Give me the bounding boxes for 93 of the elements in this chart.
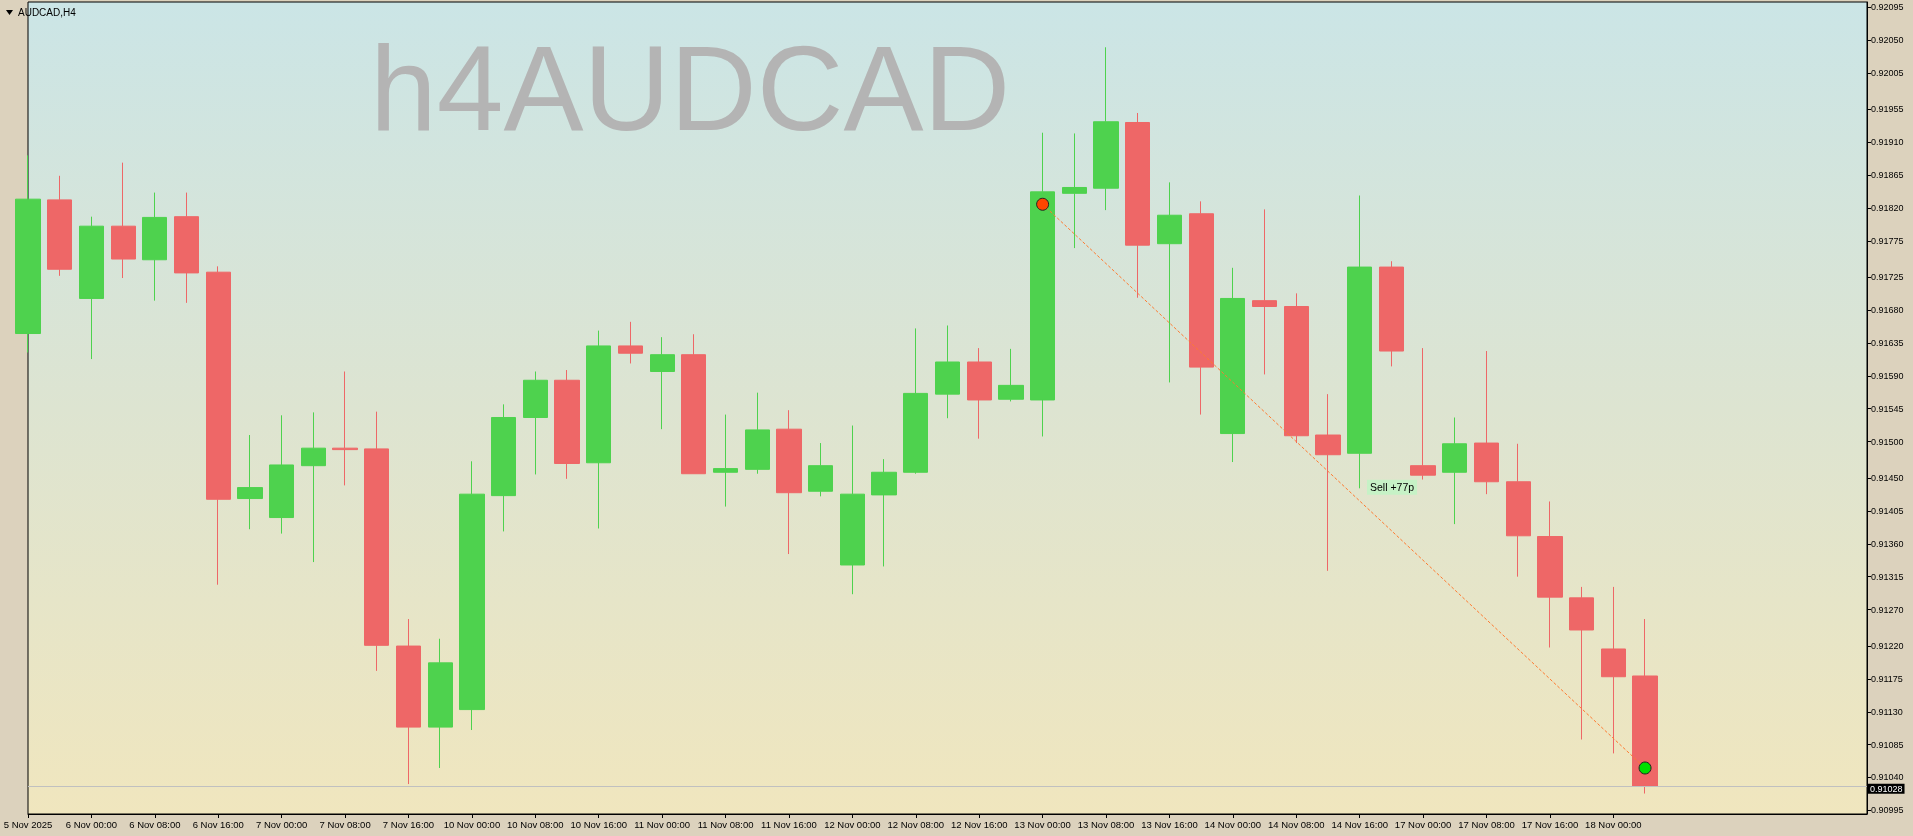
y-tick-label: 0.91130 <box>1871 706 1903 717</box>
x-tick-label: 14 Nov 08:00 <box>1268 818 1325 830</box>
y-tick-label: 0.91085 <box>1871 739 1904 750</box>
y-tick-label: 0.91175 <box>1871 673 1903 684</box>
x-tick-label: 13 Nov 00:00 <box>1014 818 1071 830</box>
x-tick-label: 10 Nov 08:00 <box>507 818 564 830</box>
candlestick <box>745 392 770 475</box>
candlestick <box>1189 200 1214 416</box>
x-tick-label: 13 Nov 08:00 <box>1077 818 1135 830</box>
y-tick-label: 0.91405 <box>1871 505 1904 516</box>
candlestick <box>301 411 326 563</box>
candlestick <box>1220 267 1245 463</box>
candlestick <box>1632 618 1658 795</box>
candlestick <box>1093 46 1119 211</box>
y-tick-label: 0.91910 <box>1871 137 1904 148</box>
y-tick-label: 0.91315 <box>1871 571 1904 582</box>
y-tick-label: 0.92095 <box>1871 2 1904 13</box>
candlestick <box>237 434 263 530</box>
x-tick-label: 17 Nov 16:00 <box>1521 818 1579 830</box>
y-tick-label: 0.91725 <box>1871 272 1904 283</box>
x-tick-label: 6 Nov 08:00 <box>129 818 181 830</box>
y-tick-label: 0.91865 <box>1871 170 1904 181</box>
candlestick <box>1442 416 1467 525</box>
y-tick-label: 0.92050 <box>1871 34 1904 45</box>
candlestick <box>1410 347 1436 481</box>
candlestick <box>808 442 833 497</box>
x-tick-label: 13 Nov 16:00 <box>1141 818 1198 830</box>
y-tick-label: 0.91500 <box>1871 436 1904 447</box>
y-tick-label: 0.91450 <box>1871 473 1904 484</box>
y-tick-label: 0.91635 <box>1871 338 1904 349</box>
candlestick <box>586 330 611 529</box>
y-tick-label: 0.91590 <box>1871 370 1904 381</box>
y-tick-label: 0.90995 <box>1871 805 1904 816</box>
y-tick-label: 0.91820 <box>1871 202 1904 213</box>
x-tick-label: 12 Nov 00:00 <box>824 818 881 830</box>
candlestick <box>776 409 802 555</box>
candlestick <box>1315 393 1341 572</box>
candlestick <box>1157 181 1182 383</box>
x-tick-label: 17 Nov 08:00 <box>1458 818 1515 830</box>
y-tick-label: 0.91270 <box>1871 604 1904 615</box>
candlestick <box>1537 500 1563 649</box>
candlestick <box>15 154 41 353</box>
candlestick <box>459 460 485 731</box>
y-tick-label: 0.91775 <box>1871 235 1904 246</box>
candlestick <box>523 370 548 475</box>
candlestick <box>554 369 580 480</box>
candlestick <box>428 638 453 769</box>
candlestick <box>491 403 516 532</box>
x-tick-label: 14 Nov 16:00 <box>1331 818 1388 830</box>
y-tick-label: 0.91360 <box>1871 538 1904 549</box>
x-tick-label: 11 Nov 00:00 <box>634 818 691 830</box>
x-tick-label: 12 Nov 16:00 <box>950 818 1008 830</box>
x-tick-label: 11 Nov 16:00 <box>761 818 817 830</box>
x-tick-label: 17 Nov 00:00 <box>1394 818 1452 830</box>
ref-line-label: 0.91028 <box>1870 783 1903 794</box>
candlestick <box>871 458 897 567</box>
x-tick-label: 14 Nov 00:00 <box>1204 818 1262 830</box>
candlestick <box>111 162 136 279</box>
candlestick <box>1347 195 1372 489</box>
y-tick-label: 0.91220 <box>1871 641 1904 652</box>
candlestick <box>142 192 167 302</box>
candlestick <box>903 327 928 475</box>
series-label: Sell +77p <box>1369 481 1415 494</box>
candlestick <box>269 414 294 535</box>
y-tick-label: 0.91545 <box>1871 403 1904 414</box>
x-tick-label: 7 Nov 00:00 <box>256 818 308 830</box>
x-tick-label: 6 Nov 00:00 <box>65 818 118 830</box>
x-tick-label: 7 Nov 08:00 <box>319 818 371 830</box>
x-tick-label: 7 Nov 16:00 <box>382 818 435 830</box>
candlestick <box>206 265 231 586</box>
candlestick <box>1030 132 1055 437</box>
candlestick <box>79 216 104 360</box>
candlestick <box>840 425 865 595</box>
x-tick-label: 12 Nov 08:00 <box>887 818 945 830</box>
candlestick <box>998 348 1024 402</box>
candlestick <box>935 324 960 419</box>
y-tick-label: 0.91680 <box>1871 305 1904 316</box>
candlestick <box>332 370 358 486</box>
x-tick-label: 10 Nov 16:00 <box>570 818 627 830</box>
candlestick <box>681 333 706 475</box>
candlestick <box>1062 132 1087 249</box>
candlestick <box>967 347 992 440</box>
x-tick-label: 6 Nov 16:00 <box>192 818 244 830</box>
x-tick-label: 5 Nov 2025 <box>3 818 53 830</box>
candlestick <box>713 414 738 508</box>
x-tick-label: 11 Nov 08:00 <box>697 818 754 830</box>
y-tick-label: 0.92005 <box>1871 67 1904 78</box>
y-tick-label: 0.91040 <box>1871 772 1904 783</box>
candlestick <box>650 336 675 430</box>
x-tick-label: 10 Nov 00:00 <box>443 818 501 830</box>
candlestick <box>1506 443 1531 578</box>
x-tick-label: 18 Nov 00:00 <box>1585 818 1642 830</box>
y-tick-label: 0.91955 <box>1871 104 1904 115</box>
